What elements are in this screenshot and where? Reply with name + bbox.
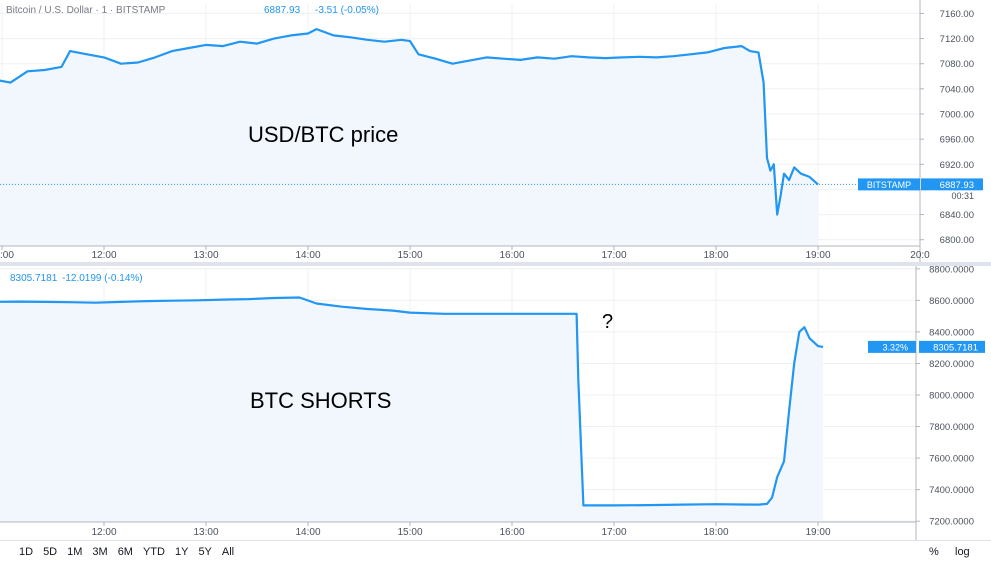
chart-canvas[interactable]: 6800.006840.006880.006920.006960.007000.… <box>0 0 991 540</box>
annotation: USD/BTC price <box>248 122 398 147</box>
range-button-6m[interactable]: 6M <box>117 546 133 558</box>
y-tick-label: 7080.00 <box>940 59 974 70</box>
x-tick-label: 12:00 <box>91 527 116 538</box>
y-tick-label: 8600.0000 <box>929 296 974 307</box>
y-tick-label: 8800.0000 <box>929 264 974 275</box>
x-tick-label: 17:00 <box>601 250 626 261</box>
price-label: 8305.7181 <box>933 342 978 353</box>
x-tick-label: 18:00 <box>703 527 728 538</box>
x-tick-label: 13:00 <box>193 527 218 538</box>
x-tick-label: 19:00 <box>805 527 830 538</box>
y-tick-label: 7120.00 <box>940 34 974 45</box>
legend-change: -12.0199 (-0.14%) <box>62 273 143 284</box>
x-tick-label: 12:00 <box>91 250 116 261</box>
annotation-question: ? <box>602 311 613 333</box>
y-tick-label: 7600.0000 <box>929 454 974 465</box>
chart-panel-1: 6800.006840.006880.006920.006960.007000.… <box>0 0 983 262</box>
x-tick-label: 18:00 <box>703 250 728 261</box>
y-tick-label: 8200.0000 <box>929 359 974 370</box>
legend-symbol: Bitcoin / U.S. Dollar · 1 · BITSTAMP <box>6 5 166 16</box>
series-area <box>0 297 824 522</box>
x-tick-label: :00 <box>0 250 14 261</box>
percent-label-bg <box>868 340 916 353</box>
y-tick-label: 6960.00 <box>940 135 974 146</box>
range-button-1d[interactable]: 1D <box>19 546 34 558</box>
x-tick-label: 15:00 <box>397 250 422 261</box>
price-label: 6887.93 <box>940 180 974 191</box>
chart-panel-2: 7200.0000 7400.0000 7600.0000 7800.0000 8000… <box>0 264 985 540</box>
x-tick-label: 16:00 <box>499 250 524 261</box>
y-tick-label: 7000.00 <box>940 110 974 121</box>
x-tick-label: 17:00 <box>601 527 626 538</box>
price-label-bg <box>919 340 985 353</box>
y-tick-label: 6800.00 <box>940 235 974 246</box>
y-tick-label: 8400.0000 <box>929 327 974 338</box>
log-scale-button[interactable]: log <box>955 546 970 558</box>
range-button-ytd[interactable]: YTD <box>142 546 165 558</box>
y-tick-label: 6920.00 <box>940 160 974 171</box>
series-area <box>0 29 818 246</box>
x-tick-label: 14:00 <box>295 527 320 538</box>
x-tick-label: 14:00 <box>295 250 320 261</box>
legend-last-price: 6887.93 <box>264 5 301 16</box>
range-buttons: 1D 5D 1M 3M 6M YTD 1Y 5Y All <box>14 546 239 558</box>
range-button-5y[interactable]: 5Y <box>198 546 212 558</box>
legend-change: -3.51 (-0.05%) <box>315 5 379 16</box>
price-label-bg <box>921 178 983 191</box>
percent-scale-button[interactable]: % <box>929 546 939 558</box>
exchange-label: BITSTAMP <box>867 180 911 190</box>
range-button-5d[interactable]: 5D <box>43 546 58 558</box>
y-tick-label: 7040.00 <box>940 84 974 95</box>
series-line <box>0 296 824 507</box>
y-tick-label: 7400.0000 <box>929 485 974 496</box>
x-tick-label: 16:00 <box>499 527 524 538</box>
panel-separator <box>0 262 991 266</box>
countdown-label: 00:31 <box>951 191 974 201</box>
x-tick-label: 20:0 <box>910 250 930 261</box>
y-tick-label: 8000.0000 <box>929 391 974 402</box>
legend-last-price: 8305.7181 <box>10 273 58 284</box>
range-button-all[interactable]: All <box>221 546 235 558</box>
y-tick-label: 7160.00 <box>940 9 974 20</box>
y-tick-label: 6840.00 <box>940 210 974 221</box>
range-button-1m[interactable]: 1M <box>67 546 83 558</box>
bottom-toolbar: 1D 5D 1M 3M 6M YTD 1Y 5Y All % log <box>0 540 991 566</box>
exchange-label-bg <box>858 178 920 191</box>
y-tick-label: 7200.0000 <box>929 517 974 528</box>
countdown-bg <box>921 190 983 202</box>
x-tick-label: 15:00 <box>397 527 422 538</box>
annotation: BTC SHORTS <box>250 388 391 413</box>
x-tick-label: 19:00 <box>805 250 830 261</box>
x-tick-label: 13:00 <box>193 250 218 261</box>
y-tick-label: 7800.0000 <box>929 422 974 433</box>
percent-label: 3.32% <box>882 342 908 352</box>
range-button-1y[interactable]: 1Y <box>174 546 189 558</box>
range-button-3m[interactable]: 3M <box>92 546 108 558</box>
